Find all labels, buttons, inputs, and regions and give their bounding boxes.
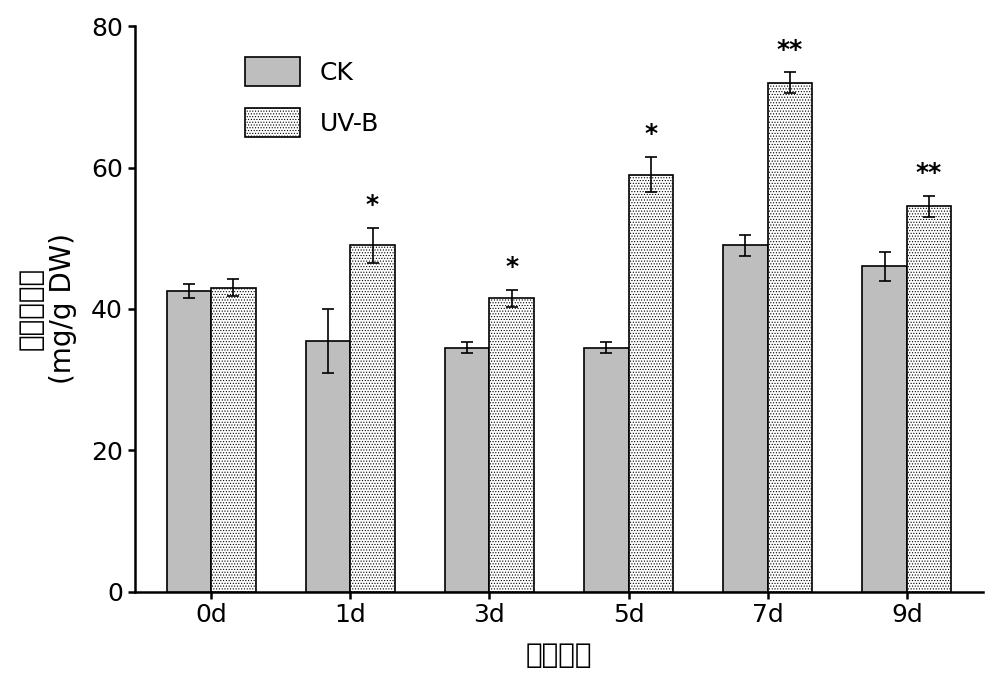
Bar bbox=[629, 175, 673, 591]
Bar bbox=[306, 341, 350, 591]
Text: *: * bbox=[366, 193, 379, 217]
Y-axis label: 总黄酮含量
(mg/g DW): 总黄酮含量 (mg/g DW) bbox=[17, 233, 77, 384]
Bar bbox=[445, 348, 489, 591]
Text: *: * bbox=[505, 255, 518, 279]
Bar bbox=[167, 292, 211, 591]
Legend: CK, UV-B: CK, UV-B bbox=[232, 45, 391, 150]
Bar bbox=[768, 83, 812, 591]
Text: *: * bbox=[644, 122, 657, 146]
Bar bbox=[584, 348, 629, 591]
Text: **: ** bbox=[777, 38, 803, 62]
Bar bbox=[211, 287, 256, 591]
Bar bbox=[350, 246, 395, 591]
Bar bbox=[862, 266, 907, 591]
X-axis label: 处理天数: 处理天数 bbox=[526, 641, 592, 670]
Bar bbox=[723, 246, 768, 591]
Bar bbox=[489, 298, 534, 591]
Text: **: ** bbox=[916, 161, 942, 185]
Bar bbox=[907, 206, 951, 591]
